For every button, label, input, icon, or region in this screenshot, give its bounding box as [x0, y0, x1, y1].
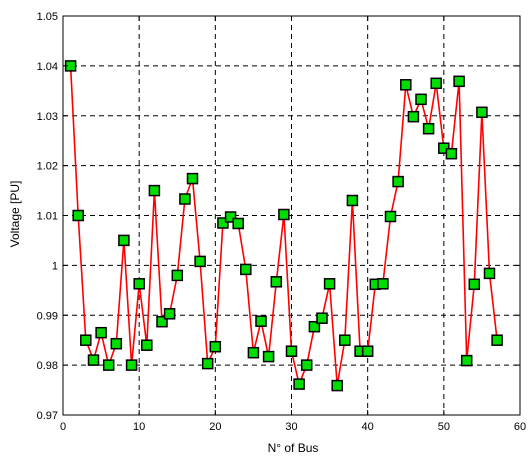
data-point [293, 378, 305, 390]
x-tick-label: 0 [60, 421, 66, 433]
data-point [194, 255, 206, 268]
data-point [148, 184, 161, 197]
data-point [285, 345, 298, 357]
data-point [232, 217, 244, 230]
data-point [209, 340, 222, 353]
data-point [407, 110, 420, 123]
data-point [384, 210, 397, 223]
data-point [483, 267, 496, 280]
y-axis-label: Voltage [PU] [8, 181, 22, 248]
data-point [316, 312, 328, 324]
data-point [491, 334, 503, 346]
data-point [468, 278, 481, 291]
data-point [323, 278, 336, 290]
data-point [361, 345, 374, 357]
y-tick-label: 0.97 [37, 410, 58, 422]
data-point [110, 337, 123, 350]
data-point [255, 315, 267, 327]
data-point [300, 359, 313, 371]
tick-layer: 0 10 20 30 40 50 60 0.97 0.98 0.99 1 1.01 1.02 1.03 1.… [37, 11, 527, 433]
y-tick-label: 1.04 [37, 61, 58, 73]
data-point [392, 175, 404, 188]
y-tick-label: 1.03 [37, 111, 58, 123]
series-layer [64, 60, 503, 392]
data-point [171, 269, 184, 282]
x-tick-label: 30 [285, 421, 297, 433]
x-tick-label: 20 [209, 421, 221, 433]
data-point [179, 193, 191, 205]
y-tick-label: 0.99 [37, 310, 58, 322]
x-axis-label: N° of Bus [268, 441, 319, 455]
y-tick-label: 1 [52, 260, 58, 272]
data-point [422, 122, 435, 135]
data-point [476, 106, 488, 119]
data-point [308, 320, 321, 333]
y-tick-label: 0.98 [37, 360, 58, 372]
y-tick-label: 1.02 [37, 161, 58, 173]
data-point [240, 263, 252, 276]
data-point [415, 93, 427, 106]
x-tick-label: 50 [438, 421, 450, 433]
data-point [102, 359, 115, 371]
data-point [445, 147, 458, 160]
grid [63, 16, 520, 415]
data-point [377, 278, 389, 290]
data-point [201, 357, 214, 370]
x-tick-label: 10 [133, 421, 145, 433]
data-point [72, 209, 84, 222]
data-point [87, 354, 100, 366]
data-point [118, 234, 130, 247]
data-point [346, 194, 359, 207]
data-point [156, 315, 168, 328]
y-tick-label: 1.05 [37, 11, 58, 23]
data-point [224, 211, 237, 223]
data-point [133, 278, 145, 290]
data-point [95, 326, 107, 339]
data-point [141, 339, 153, 351]
data-point [460, 354, 473, 367]
data-point [278, 208, 290, 221]
x-tick-label: 40 [362, 421, 374, 433]
data-point [262, 350, 275, 363]
y-tick-label: 1.01 [37, 211, 58, 223]
data-point [217, 217, 229, 229]
data-point [339, 334, 351, 346]
data-point [163, 308, 176, 320]
data-point [453, 75, 465, 88]
data-point [186, 172, 199, 185]
data-point [80, 334, 92, 346]
data-point [247, 346, 260, 359]
data-point [331, 379, 343, 392]
x-tick-label: 60 [514, 421, 526, 433]
data-point [430, 77, 442, 90]
data-point [270, 276, 283, 288]
data-point [400, 79, 412, 91]
data-point [125, 359, 138, 371]
